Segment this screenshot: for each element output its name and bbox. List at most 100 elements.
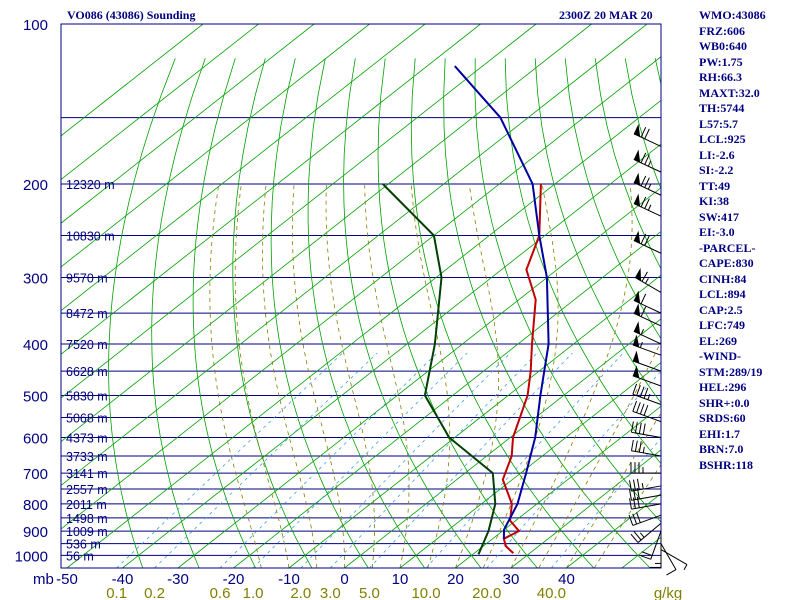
mixing-ratio-line: [369, 352, 573, 568]
wind-barb: [640, 530, 662, 560]
mixing-ratio-tick-label: 3.0: [320, 585, 341, 600]
isotherm-line: [233, 230, 661, 568]
index-panel: WMO:43086 FRZ:606 WB0:640 PW:1.75 RH:66.3 MAX…: [699, 8, 799, 473]
height-label: 1498 m: [66, 512, 108, 526]
moist-adiabat: [325, 185, 375, 568]
dry-adiabat: [270, 58, 369, 568]
index-item: SHR+:0.0: [699, 395, 750, 410]
isotherm-line: [122, 143, 661, 568]
index-item: FRZ:606: [699, 23, 745, 38]
wind-barb: [630, 439, 662, 457]
temperature-tick-label: -10: [278, 571, 300, 588]
wind-barb: [633, 321, 662, 345]
moist-adiabat: [510, 185, 633, 568]
dry-adiabat: [564, 58, 661, 340]
wind-barb: [628, 512, 662, 526]
index-item: WMO:43086: [699, 8, 766, 22]
observation-time: 2300Z 20 MAR 20: [559, 8, 653, 22]
index-item: BRN:7.0: [699, 442, 744, 456]
mixing-ratio-tick-label: 40.0: [537, 585, 566, 600]
index-item: CAPE:830: [699, 256, 754, 270]
dry-adiabat: [594, 58, 661, 270]
temperature-tick-label: 0: [340, 571, 348, 588]
height-label: 5068 m: [66, 411, 108, 425]
height-label: 5830 m: [66, 389, 108, 403]
pressure-unit-label: mb: [33, 571, 54, 588]
wind-barb: [630, 462, 661, 474]
index-item: LFC:749: [699, 318, 745, 332]
wind-barb: [632, 383, 662, 405]
isotherm-line: [61, 24, 204, 137]
chart-grid: [61, 24, 661, 568]
moist-adiabat: [411, 185, 451, 568]
mixing-ratio-line: [486, 370, 661, 568]
wind-barb: [630, 522, 662, 543]
dry-adiabat: [443, 58, 651, 568]
temperature-tick-label: -50: [56, 571, 78, 588]
height-label: 1009 m: [66, 525, 108, 539]
index-item: EI:-3.0: [699, 225, 735, 239]
isotherm-line: [399, 362, 661, 568]
index-item: HEL:296: [699, 380, 747, 394]
pressure-tick-label: 1000: [15, 548, 48, 565]
isotherm-line: [61, 24, 426, 312]
pressure-tick-label: 700: [23, 466, 48, 483]
index-item: CINH:84: [699, 271, 747, 286]
wind-barb: [650, 537, 662, 568]
pressure-tick-label: 900: [23, 524, 48, 541]
isotherm-line: [455, 405, 661, 568]
sounding-profiles: [382, 65, 550, 555]
dry-adiabat: [343, 58, 482, 568]
mixing-ratio-line: [300, 352, 511, 568]
moist-adiabat: [364, 185, 410, 568]
height-label: 4373 m: [66, 432, 108, 446]
pressure-tick-label: 200: [23, 177, 48, 194]
dry-adiabat: [232, 58, 313, 568]
wind-barb: [632, 350, 662, 372]
index-item: TH:5744: [699, 101, 745, 115]
index-item: -WIND-: [699, 349, 741, 363]
wind-barb: [633, 123, 662, 147]
pressure-tick-label: 500: [23, 388, 48, 405]
height-label: 8472 m: [66, 307, 108, 321]
frame-border: [60, 23, 662, 569]
wind-barb: [632, 365, 662, 387]
height-label: 7520 m: [66, 338, 108, 352]
index-item: -PARCEL-: [699, 240, 756, 255]
station-title: VO086 (43086) Sounding: [67, 8, 196, 22]
isotherm-line: [66, 99, 661, 568]
dry-adiabat: [534, 58, 661, 404]
mixing-ratio-tick-label: 2.0: [290, 585, 311, 600]
dry-adiabat: [151, 58, 206, 568]
wind-barb: [634, 267, 662, 293]
index-item: WB0:640: [699, 39, 747, 53]
temperature-tick-label: 20: [447, 571, 464, 588]
wind-barb: [633, 290, 662, 314]
index-item: EL:269: [699, 333, 738, 348]
isotherm-line: [61, 56, 661, 530]
wind-barb: [629, 478, 662, 492]
isotherm-line: [61, 24, 315, 224]
mixing-ratio-line: [330, 352, 538, 568]
index-item: KI:38: [699, 194, 729, 208]
isotherm-line: [344, 318, 661, 568]
wind-barb: [629, 496, 662, 510]
mixing-ratio-line: [116, 352, 343, 568]
dry-adiabat: [474, 58, 661, 523]
index-item: SI:-2.2: [699, 163, 734, 177]
isotherm-line: [510, 449, 661, 568]
height-label: 10830 m: [66, 229, 115, 243]
index-item: MAXT:32.0: [699, 85, 760, 100]
moist-adiabat: [262, 185, 318, 568]
height-label: 9570 m: [66, 272, 108, 286]
index-item: LI:-2.6: [699, 147, 735, 162]
pressure-tick-label: 400: [23, 337, 48, 354]
wind-barb: [660, 543, 677, 576]
index-item: PW:1.75: [699, 54, 743, 69]
height-label: 536 m: [66, 538, 101, 552]
index-item: LCL:925: [699, 132, 746, 146]
pressure-tick-label: 800: [23, 497, 48, 514]
mixing-ratio-tick-label: 1.0: [243, 585, 264, 600]
